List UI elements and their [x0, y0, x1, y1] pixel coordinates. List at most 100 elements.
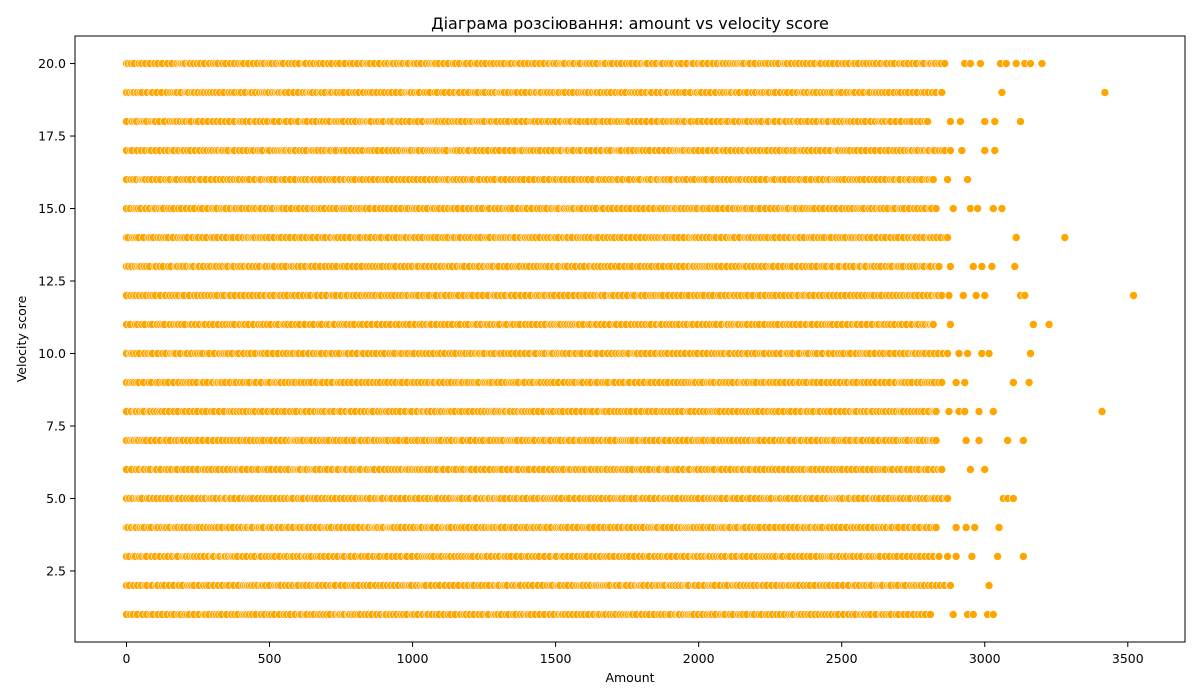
data-point [974, 407, 984, 416]
x-tick-label: 1500 [540, 651, 572, 666]
data-point [944, 407, 954, 416]
x-axis-ticks: 0 500 1000 1500 2000 2500 3000 3500 [123, 642, 1144, 666]
y-axis-ticks: 2.55.07.510.012.515.017.520.0 [38, 56, 75, 578]
data-point [943, 233, 952, 242]
data-point [1001, 59, 1011, 68]
y-tick-label: 15.0 [38, 201, 66, 216]
data-point [980, 291, 990, 300]
data-point [928, 320, 938, 329]
data-point [987, 262, 997, 271]
data-point [990, 117, 1000, 126]
data-point [951, 523, 961, 532]
data-point [990, 146, 1000, 155]
data-point [960, 378, 970, 387]
y-tick-label: 17.5 [38, 129, 66, 144]
data-point [1010, 262, 1020, 271]
data-point [948, 204, 958, 213]
data-point [1044, 320, 1054, 329]
x-tick-label: 500 [258, 651, 282, 666]
data-point [1024, 378, 1034, 387]
data-point [963, 175, 972, 184]
data-point [997, 204, 1007, 213]
chart-title: Діаграма розсіювання: amount vs velocity… [431, 14, 829, 33]
data-point [937, 88, 947, 97]
data-point [968, 262, 978, 271]
data-point [944, 291, 954, 300]
data-point [973, 204, 982, 213]
x-tick-label: 1000 [397, 651, 429, 666]
data-point [956, 117, 965, 126]
data-point [931, 436, 941, 445]
data-point [1009, 494, 1018, 503]
data-point [971, 291, 981, 300]
x-tick-label: 2000 [683, 651, 715, 666]
data-point [934, 262, 944, 271]
data-point [968, 610, 978, 619]
y-tick-label: 2.5 [46, 563, 66, 578]
data-point [1097, 407, 1107, 416]
data-point [940, 59, 949, 68]
data-point [946, 320, 955, 329]
data-point [1060, 233, 1070, 242]
data-point [970, 523, 980, 532]
data-point [948, 610, 958, 619]
data-point [980, 465, 990, 474]
x-tick-label: 3000 [969, 651, 1001, 666]
data-point [1020, 291, 1030, 300]
data-point [966, 204, 975, 213]
data-point [957, 146, 967, 155]
data-point [1037, 59, 1047, 68]
data-point [1019, 436, 1028, 445]
data-point [1100, 88, 1110, 97]
data-point [943, 175, 952, 184]
data-point [946, 146, 955, 155]
data-point [1129, 291, 1138, 300]
scatter-points [122, 59, 1138, 619]
data-point [946, 262, 955, 271]
y-tick-label: 7.5 [46, 418, 66, 433]
data-point [1009, 378, 1018, 387]
y-tick-label: 12.5 [38, 274, 66, 289]
x-axis-label: Amount [605, 670, 654, 685]
y-tick-label: 10.0 [38, 346, 66, 361]
data-point [980, 117, 990, 126]
data-point [931, 204, 941, 213]
data-point [926, 610, 935, 619]
data-point [967, 552, 977, 561]
data-point [958, 291, 968, 300]
data-point [989, 610, 998, 619]
data-point [1026, 349, 1035, 358]
y-axis-label: Velocity score [14, 295, 29, 382]
plot-frame [74, 35, 1186, 643]
data-point [994, 523, 1004, 532]
data-point [1029, 320, 1038, 329]
data-point [951, 552, 961, 561]
data-point [943, 552, 952, 561]
data-point [977, 349, 987, 358]
data-point [966, 465, 975, 474]
data-point [934, 552, 944, 561]
data-point [1026, 59, 1035, 68]
data-point [976, 59, 985, 68]
x-tick-label: 0 [123, 651, 131, 666]
data-point [963, 349, 972, 358]
data-point [961, 523, 971, 532]
x-tick-label: 2500 [826, 651, 858, 666]
y-tick-label: 5.0 [46, 491, 66, 506]
data-point [961, 436, 971, 445]
data-point [997, 88, 1007, 97]
data-point [966, 59, 975, 68]
data-point [984, 581, 994, 590]
data-point [974, 436, 984, 445]
data-point [943, 349, 952, 358]
data-point [1016, 117, 1025, 126]
data-point [931, 523, 941, 532]
data-point [1003, 436, 1012, 445]
x-tick-label: 3500 [1112, 651, 1144, 666]
data-point [984, 349, 994, 358]
data-point [937, 378, 947, 387]
data-point [951, 378, 961, 387]
data-point [943, 494, 952, 503]
data-point [946, 117, 955, 126]
